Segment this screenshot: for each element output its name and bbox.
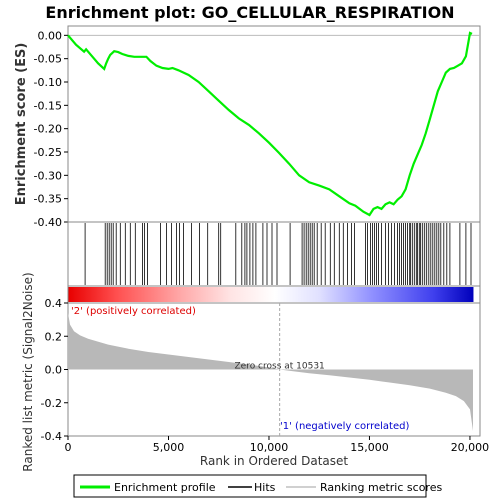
es-ytick-label: -0.35 (34, 193, 62, 206)
enrichment-profile-line (67, 31, 473, 217)
legend: Enrichment profile Hits Ranking metric s… (73, 474, 442, 498)
rank-xtick-label: 10,000 (250, 441, 289, 454)
rank-ytick-label: 0.4 (45, 297, 63, 310)
rank-ytick-label: -0.2 (41, 397, 62, 410)
es-ylabel: Enrichment score (ES) (14, 43, 29, 206)
rank-xtick-label: 15,000 (350, 441, 389, 454)
positive-label: '2' (positively correlated) (71, 306, 196, 317)
ranked-ylabel: Ranked list metric (Signal2Noise) (21, 272, 35, 471)
ranking-metric-area (68, 313, 473, 431)
legend-ranking-label: Ranking metric scores (320, 481, 442, 494)
es-ytick-label: -0.10 (34, 76, 62, 89)
ranked-xlabel: Rank in Ordered Dataset (200, 454, 348, 468)
legend-enrichment-label: Enrichment profile (114, 481, 216, 494)
es-ytick-label: -0.05 (34, 53, 62, 66)
negative-label: '1' (negatively correlated) (280, 421, 409, 432)
es-ytick-label: -0.25 (34, 146, 62, 159)
es-plot-area (67, 25, 481, 223)
rank-ytick-label: -0.4 (41, 430, 62, 443)
rank-xtick-label: 0 (65, 441, 72, 454)
hits-panel (67, 221, 481, 287)
rank-xtick-label: 5,000 (153, 441, 185, 454)
es-ytick-label: 0.00 (38, 29, 63, 42)
legend-hits-label: Hits (254, 481, 276, 494)
es-ytick-label: -0.30 (34, 169, 62, 182)
chart-title: Enrichment plot: GO_CELLULAR_RESPIRATION (45, 3, 454, 22)
es-ytick-label: -0.15 (34, 99, 62, 112)
rank-ytick-label: 0.0 (45, 364, 63, 377)
ranked-panel: Zero cross at 10531 '2' (positively corr… (21, 272, 489, 471)
rank-color-bar (67, 285, 481, 304)
es-ytick-label: -0.40 (34, 216, 62, 229)
es-ytick-label: -0.20 (34, 123, 62, 136)
legend-box (73, 474, 427, 498)
rank-xtick-label: 20,000 (451, 441, 490, 454)
hits-plot-area (67, 221, 481, 287)
zero-cross-label: Zero cross at 10531 (234, 362, 324, 372)
color-bar-gradient (68, 287, 474, 302)
rank-ytick-label: 0.2 (45, 330, 63, 343)
es-panel: 0.00 -0.05 -0.10 -0.15 -0.20 -0.25 -0.30 -0.35 -… (14, 25, 481, 229)
